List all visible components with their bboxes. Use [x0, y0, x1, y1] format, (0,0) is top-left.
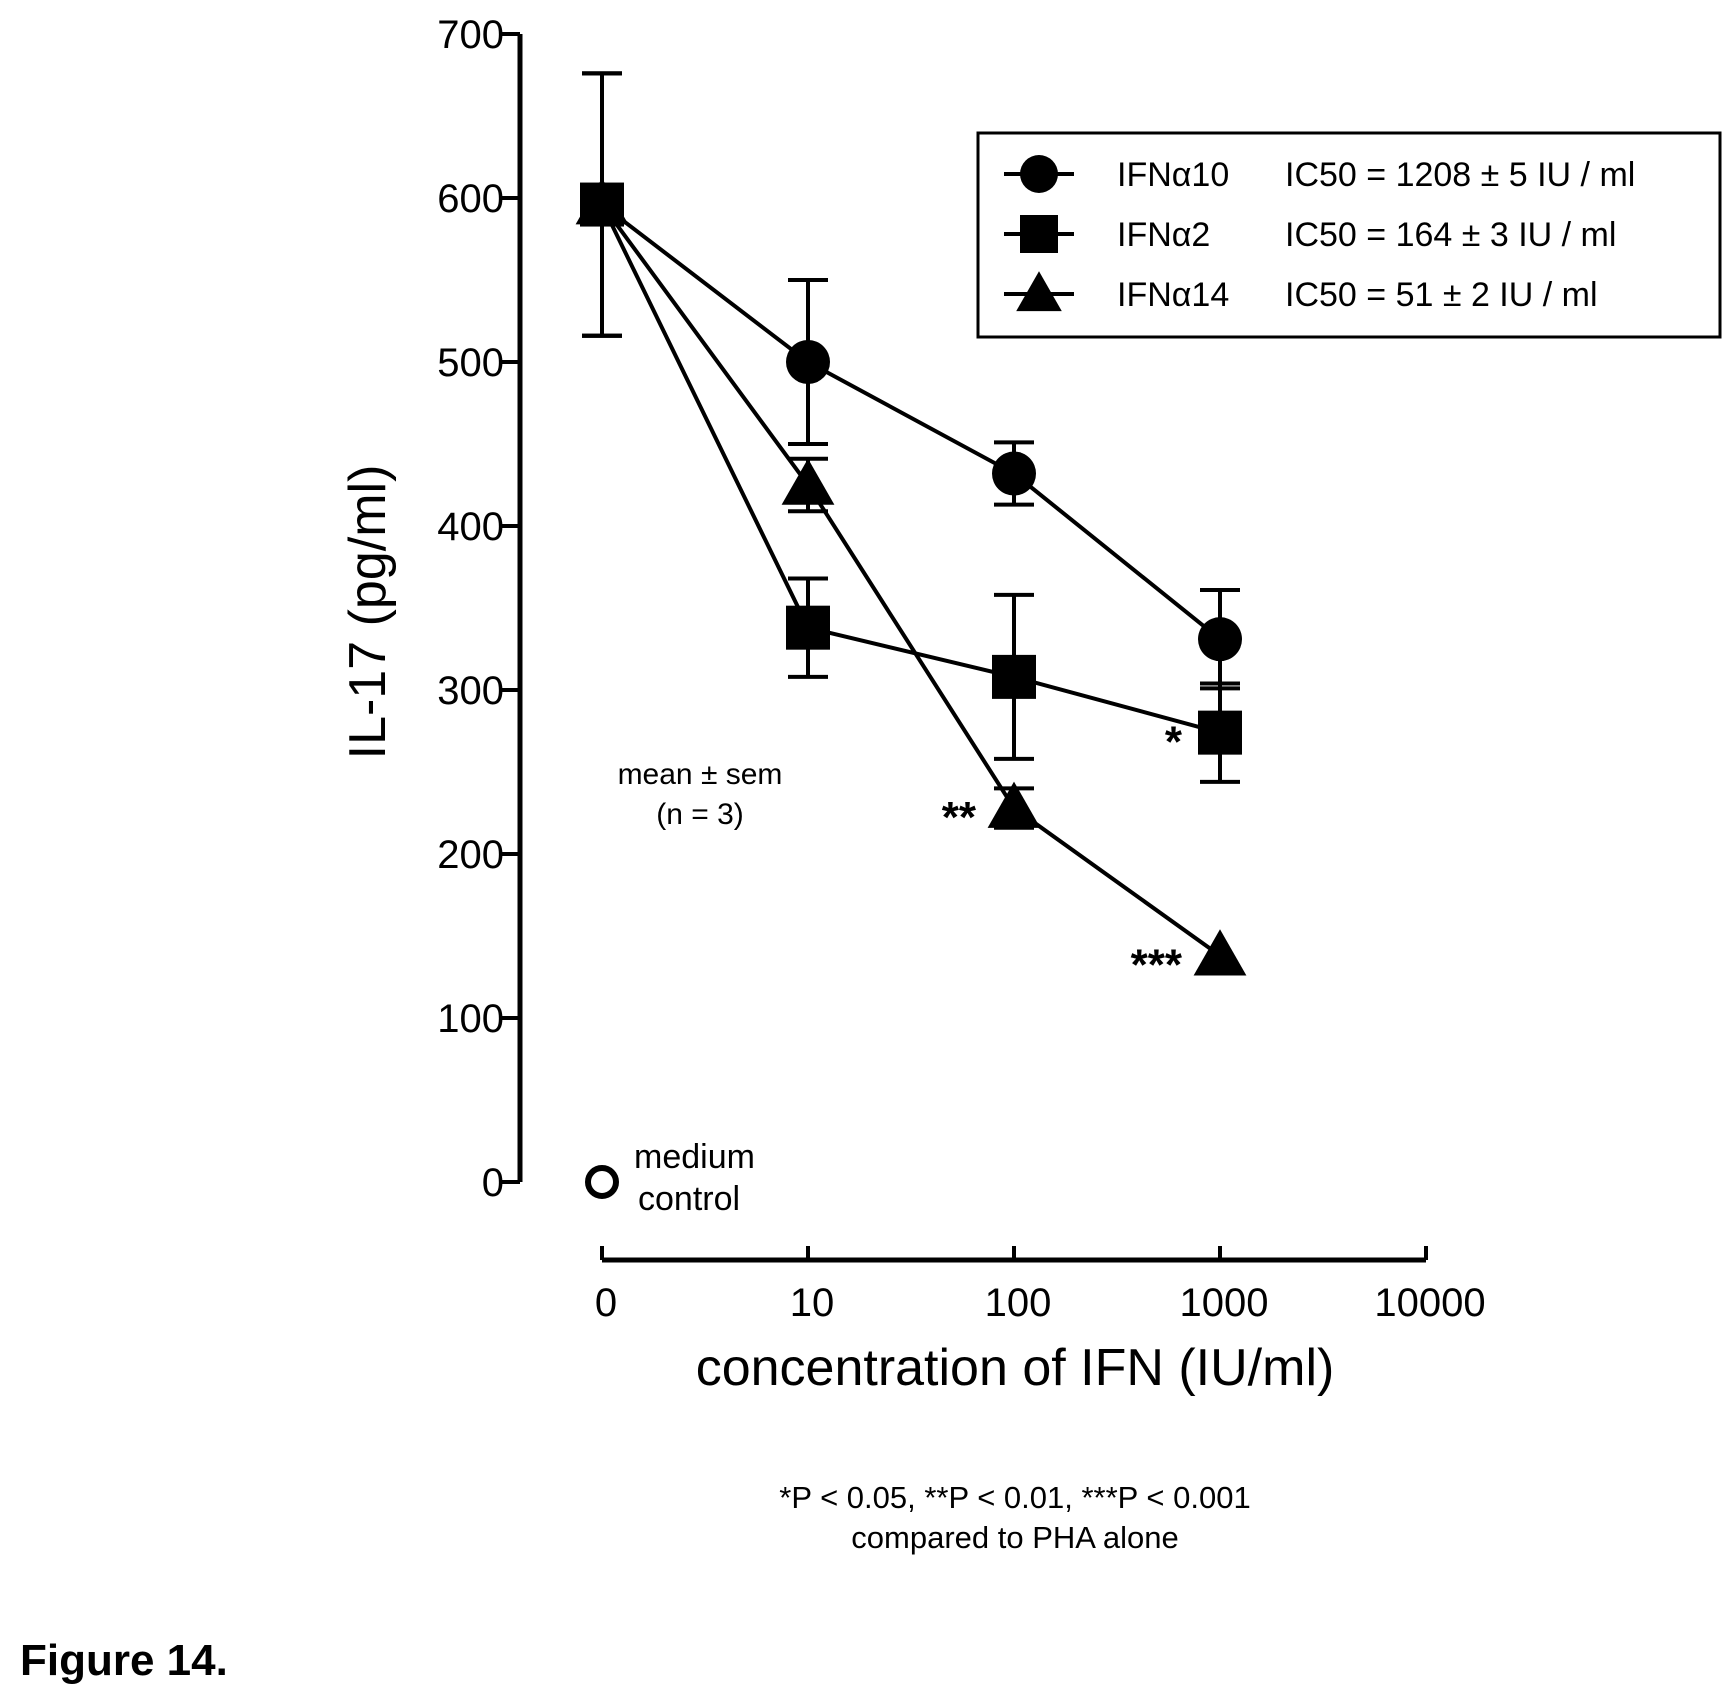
significance-label: ***: [1131, 941, 1183, 990]
control-label-line2: control: [638, 1180, 740, 1218]
legend-series-name: IFNα14: [1117, 276, 1229, 314]
stats-note-line2: (n = 3): [656, 798, 744, 831]
series-line: [600, 202, 1222, 641]
series-layer: ******: [575, 71, 1247, 1199]
data-point-triangle: [987, 781, 1041, 828]
stats-note-line1: mean ± sem: [618, 758, 783, 791]
data-point-square: [1198, 710, 1242, 755]
data-point-triangle: [781, 458, 835, 505]
legend-series-name: IFNα2: [1117, 216, 1210, 254]
x-tick-label: 10000: [1374, 1281, 1485, 1325]
legend-marker-circle: [1020, 155, 1058, 193]
text-layer: IL-17 (pg/ml) concentration of IFN (IU/m…: [20, 465, 1334, 1685]
data-point-circle: [786, 340, 830, 384]
significance-label: **: [942, 793, 977, 842]
y-tick-label: 300: [437, 669, 504, 713]
x-tick-label: 10: [790, 1281, 835, 1325]
data-point-square: [786, 605, 830, 650]
y-tick-label: 200: [437, 833, 504, 877]
y-tick-label: 400: [437, 505, 504, 549]
footnote-line2: compared to PHA alone: [851, 1520, 1178, 1555]
x-axis-title: concentration of IFN (IU/ml): [696, 1339, 1335, 1397]
legend-box: [976, 131, 1722, 339]
legend-series-name: IFNα10: [1117, 156, 1229, 194]
y-axis-title: IL-17 (pg/ml): [339, 465, 397, 760]
legend-marker-triangle: [1016, 271, 1062, 312]
y-tick-label: 700: [437, 13, 504, 57]
x-tick-label: 0: [595, 1281, 617, 1325]
data-point-triangle: [1193, 929, 1247, 976]
y-tick-label: 600: [437, 177, 504, 221]
data-point-circle: [1198, 617, 1242, 662]
data-point-circle: [992, 451, 1036, 496]
axes-layer: 0 100 200 300 400 500 600 700 0 10 100 1000 10000: [437, 13, 1485, 1325]
legend-ic50: IC50 = 164 ± 3 IU / ml: [1285, 216, 1616, 254]
control-point: [585, 1165, 619, 1199]
legend-ic50: IC50 = 51 ± 2 IU / ml: [1285, 276, 1598, 314]
y-tick-label: 0: [482, 1161, 504, 1205]
significance-label: *: [1165, 718, 1183, 767]
control-label-line1: medium: [634, 1138, 755, 1176]
figure-caption: Figure 14.: [20, 1636, 228, 1685]
x-tick-label: 100: [985, 1281, 1052, 1325]
y-tick-label: 500: [437, 341, 504, 385]
footnote-line1: *P < 0.05, **P < 0.01, ***P < 0.001: [779, 1480, 1250, 1515]
legend-ic50: IC50 = 1208 ± 5 IU / ml: [1285, 156, 1635, 194]
series-3: [575, 71, 1247, 976]
y-tick-label: 100: [437, 997, 504, 1041]
series-line: [600, 203, 1222, 958]
legend-marker-square: [1020, 215, 1058, 253]
data-point-triangle: [575, 178, 629, 225]
x-tick-label: 1000: [1180, 1281, 1269, 1325]
legend: IFNα10 IC50 = 1208 ± 5 IU / ml IFNα2 IC50 =…: [976, 131, 1722, 339]
data-point-square: [992, 654, 1036, 699]
series-line: [600, 203, 1221, 735]
